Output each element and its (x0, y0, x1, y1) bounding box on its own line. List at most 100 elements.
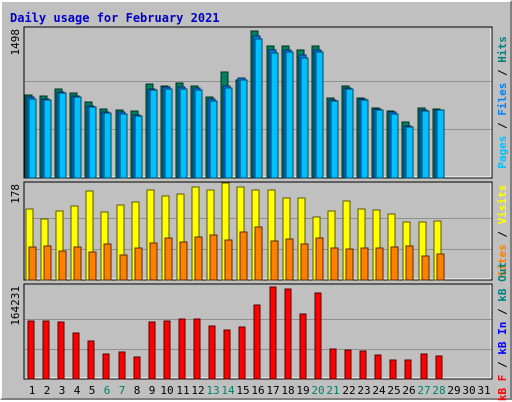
bar-kb-f-day-10 (163, 320, 171, 380)
series-legend-item: kB In (496, 322, 509, 355)
x-tick-label-day-23: 23 (357, 384, 370, 397)
bar-kb-f-day-15 (238, 326, 246, 380)
x-tick-label-day-9: 9 (149, 384, 156, 397)
bar-sites-day-4 (73, 246, 82, 281)
bar-pages-day-1 (28, 98, 37, 179)
bar-pages-day-24 (375, 109, 384, 179)
x-tick-label-day-14: 14 (221, 384, 235, 397)
bar-pages-day-14 (224, 87, 233, 179)
x-tick-label-day-30: 30 (462, 384, 475, 397)
x-tick-label-day-18: 18 (281, 384, 294, 397)
series-legend-item: Hits (496, 36, 509, 63)
series-legend-item: / (496, 63, 509, 83)
x-tick-label-day-5: 5 (89, 384, 96, 397)
x-tick-label-day-31: 31 (477, 384, 490, 397)
bar-sites-day-22 (345, 248, 354, 281)
bar-pages-day-28 (436, 109, 445, 179)
bar-sites-day-20 (315, 237, 324, 281)
bar-kb-f-day-21 (329, 348, 337, 380)
bar-kb-f-day-23 (359, 350, 367, 380)
bar-pages-day-10 (164, 88, 173, 179)
bar-pages-day-6 (103, 112, 112, 179)
x-tick-label-day-21: 21 (326, 384, 339, 397)
series-legend-item: / (496, 355, 509, 375)
y-max-label: 1498 (9, 29, 22, 56)
bar-kb-f-day-13 (208, 325, 216, 380)
bar-sites-day-24 (375, 247, 384, 281)
bar-kb-f-day-20 (314, 292, 322, 380)
bar-pages-day-27 (421, 110, 430, 179)
series-legend-item: / (496, 302, 509, 322)
bar-kb-f-day-28 (435, 355, 443, 380)
x-tick-label-day-10: 10 (160, 384, 173, 397)
bar-pages-day-2 (43, 99, 52, 179)
bar-kb-f-day-6 (102, 353, 110, 380)
bar-pages-day-15 (239, 79, 248, 179)
bar-sites-day-11 (179, 241, 188, 281)
bar-kb-f-day-18 (284, 288, 292, 380)
series-legend: Pages / Files / Hits (496, 36, 509, 169)
bar-kb-f-day-4 (72, 332, 80, 380)
bar-pages-day-3 (58, 92, 67, 179)
series-legend: Sites / Visits (496, 185, 509, 278)
bar-sites-day-2 (43, 245, 52, 281)
bar-kb-f-day-11 (178, 318, 186, 380)
bar-pages-day-22 (345, 88, 354, 179)
bar-pages-day-25 (390, 113, 399, 179)
bar-sites-day-10 (164, 237, 173, 281)
series-legend-item: kB F (496, 375, 509, 402)
x-axis-labels: 1 2 3 4 5 6 7 8 9 10 11 12 13 14 15 16 17 18 19 20 21 22 23 24 2… (29, 384, 491, 397)
bar-pages-day-4 (73, 96, 82, 179)
x-tick-label-day-7: 7 (119, 384, 126, 397)
x-tick-label-day-13: 13 (206, 384, 219, 397)
bar-pages-day-9 (149, 89, 158, 179)
bar-sites-day-6 (103, 243, 112, 281)
bar-kb-f-day-3 (57, 321, 65, 380)
x-tick-label-day-26: 26 (402, 384, 415, 397)
x-tick-label-day-15: 15 (236, 384, 249, 397)
x-tick-label-day-17: 17 (266, 384, 279, 397)
y-max-label: 178 (9, 184, 22, 204)
bar-kb-f-day-7 (118, 351, 126, 380)
bar-pages-day-23 (360, 99, 369, 179)
bar-kb-f-day-17 (269, 286, 277, 380)
x-tick-label-day-2: 2 (44, 384, 51, 397)
bar-kb-f-day-22 (344, 349, 352, 380)
bar-sites-day-1 (28, 246, 37, 281)
x-tick-label-day-1: 1 (29, 384, 36, 397)
bar-pages-day-17 (270, 52, 279, 179)
bar-pages-day-18 (285, 51, 294, 179)
bar-kb-f-day-9 (148, 321, 156, 380)
bar-sites-day-5 (88, 251, 97, 281)
bar-kb-f-day-2 (42, 320, 50, 380)
bar-sites-day-15 (239, 231, 248, 281)
bar-sites-day-17 (270, 240, 279, 281)
panel-hits-files-pages: 1498 Pages / Files / Hits (9, 26, 509, 179)
series-legend-item: Pages (496, 136, 509, 169)
series-legend: kB F / kB In / kB Out (496, 262, 509, 401)
bar-sites-day-25 (390, 246, 399, 281)
bar-kb-f-day-19 (299, 313, 307, 380)
bar-sites-day-8 (134, 247, 143, 281)
x-tick-label-day-24: 24 (372, 384, 386, 397)
x-tick-label-day-25: 25 (387, 384, 400, 397)
bar-kb-f-day-26 (404, 359, 412, 380)
bar-sites-day-9 (149, 242, 158, 281)
x-tick-label-day-20: 20 (311, 384, 324, 397)
bar-sites-day-16 (254, 226, 263, 281)
bar-sites-day-3 (58, 250, 67, 281)
x-tick-label-day-22: 22 (342, 384, 355, 397)
x-tick-label-day-28: 28 (432, 384, 445, 397)
bar-kb-f-day-25 (389, 359, 397, 380)
bar-sites-day-21 (330, 247, 339, 281)
bar-sites-day-26 (405, 245, 414, 281)
bar-kb-f-day-27 (420, 353, 428, 380)
series-legend-item: Sites (496, 244, 509, 277)
bar-pages-day-11 (179, 88, 188, 179)
bar-pages-day-20 (315, 51, 324, 179)
bar-pages-day-19 (300, 57, 309, 179)
bar-kb-f-day-8 (133, 356, 141, 380)
bar-pages-day-21 (330, 100, 339, 179)
